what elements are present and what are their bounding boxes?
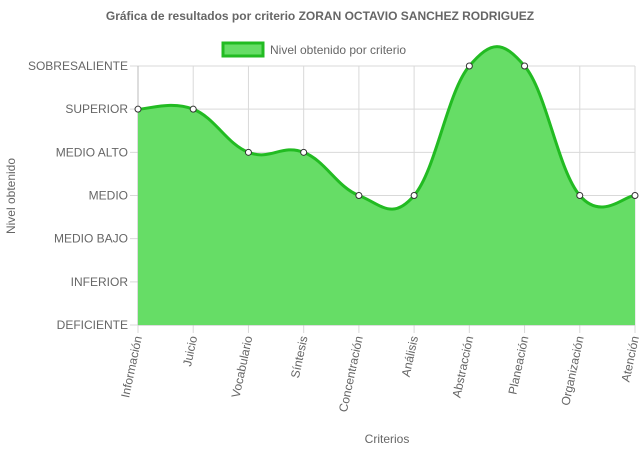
data-point[interactable] — [244, 148, 252, 156]
x-tick-label: Juicio — [180, 334, 200, 367]
data-point[interactable] — [576, 192, 584, 199]
y-tick-label: MEDIO ALTO — [56, 145, 128, 159]
data-point[interactable] — [189, 105, 197, 113]
series-fill — [138, 46, 635, 325]
x-axis-label: Criterios — [365, 432, 410, 446]
data-point[interactable] — [410, 192, 418, 199]
data-point[interactable] — [300, 148, 308, 156]
x-tick-label: Análisis — [399, 335, 421, 378]
chart-title: Gráfica de resultados por criterio ZORAN… — [106, 9, 534, 23]
x-tick-label: Planeación — [505, 335, 531, 396]
x-tick-label: Concentración — [336, 335, 366, 414]
y-tick-label: INFERIOR — [71, 275, 129, 289]
data-point[interactable] — [631, 192, 639, 199]
y-tick-label: SUPERIOR — [65, 102, 128, 116]
legend-label: Nivel obtenido por criterio — [270, 43, 406, 57]
y-axis-ticks: DEFICIENTE INFERIOR MEDIO BAJO MEDIO MEDIO A… — [28, 59, 128, 332]
x-axis-ticks: Información Juicio Vocabulario Síntesis Conc… — [118, 334, 639, 413]
legend-swatch — [221, 41, 265, 58]
y-tick-label: DEFICIENTE — [57, 318, 128, 332]
x-tick-label: Vocabulario — [229, 334, 256, 399]
x-tick-label: Atención — [619, 335, 639, 384]
data-point[interactable] — [521, 62, 529, 70]
x-tick-label: Organización — [558, 335, 586, 407]
data-point[interactable] — [355, 192, 363, 199]
y-axis-label: Nivel obtenido — [4, 158, 18, 234]
x-tick-label: Información — [118, 335, 145, 399]
y-tick-label: MEDIO — [89, 189, 128, 203]
data-point[interactable] — [134, 105, 142, 113]
y-tick-label: SOBRESALIENTE — [28, 59, 128, 73]
x-tick-label: Abstracción — [450, 335, 477, 399]
y-tick-label: MEDIO BAJO — [54, 232, 128, 246]
series-area — [137, 45, 636, 325]
data-point[interactable] — [465, 62, 473, 70]
x-tick-label: Síntesis — [288, 335, 311, 380]
data-points — [134, 62, 639, 199]
legend[interactable]: Nivel obtenido por criterio — [221, 41, 406, 58]
